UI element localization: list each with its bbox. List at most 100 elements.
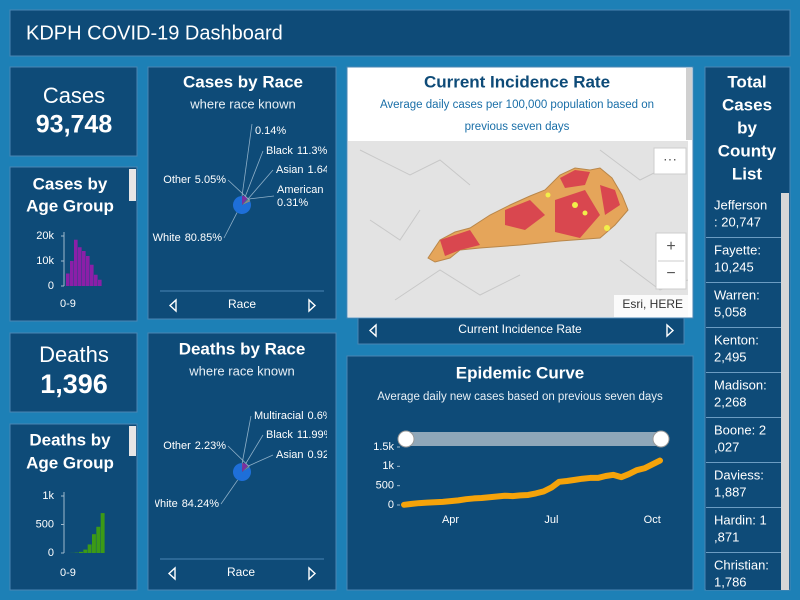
leader-line bbox=[244, 150, 264, 197]
list-title: by bbox=[737, 118, 757, 137]
list-item-text: Hardin: 1 bbox=[714, 512, 767, 527]
leader-line bbox=[220, 479, 239, 505]
bar bbox=[100, 513, 105, 553]
nav-label[interactable]: Current Incidence Rate bbox=[458, 322, 582, 336]
slider-handle[interactable] bbox=[652, 430, 670, 448]
slice-label: Asian 0.92% bbox=[276, 449, 339, 461]
slice-value: 0.92% bbox=[308, 449, 339, 461]
next-button[interactable] bbox=[308, 566, 317, 581]
scrollbar[interactable] bbox=[686, 68, 692, 140]
panel-title: Age Group bbox=[26, 196, 114, 215]
leader-line bbox=[248, 454, 274, 467]
map-region bbox=[560, 170, 590, 188]
zoom-out[interactable]: − bbox=[666, 265, 675, 282]
list-item-text: 1,887 bbox=[714, 484, 747, 499]
slice-label: Black 11.3% bbox=[266, 145, 327, 157]
leader-line bbox=[223, 212, 238, 239]
prev-button[interactable] bbox=[167, 566, 176, 581]
map-region bbox=[600, 185, 620, 215]
slice-label: Multiracial 0.6% bbox=[254, 410, 333, 422]
scrollbar[interactable] bbox=[129, 426, 136, 456]
list-item[interactable] bbox=[706, 238, 781, 282]
panel-title: Deaths by bbox=[29, 430, 111, 449]
slider-handle[interactable] bbox=[397, 430, 415, 448]
list-item[interactable] bbox=[706, 193, 781, 237]
slice-value: 0.14% bbox=[255, 125, 286, 137]
bar bbox=[82, 251, 86, 286]
list-item[interactable] bbox=[706, 283, 781, 327]
slice-label: Other 5.05% bbox=[163, 174, 226, 186]
bar bbox=[66, 273, 70, 286]
x-tick-label: Jul bbox=[544, 514, 558, 526]
bar bbox=[79, 551, 83, 553]
list-item[interactable] bbox=[706, 553, 781, 597]
y-tick-label: 500 bbox=[376, 480, 394, 492]
y-tick-label: 0 bbox=[388, 499, 394, 511]
panel-title: Cases by Race bbox=[183, 72, 303, 91]
bar bbox=[92, 534, 96, 553]
next-button[interactable] bbox=[308, 298, 317, 313]
deaths-panel bbox=[9, 332, 138, 413]
map-menu-button[interactable] bbox=[653, 147, 687, 175]
panel-title: Cases by bbox=[33, 174, 108, 193]
bar bbox=[94, 274, 98, 286]
slice-value: 1.64% bbox=[308, 164, 339, 176]
slice-value: 0.31% bbox=[277, 197, 308, 209]
panel-title: Deaths by Race bbox=[179, 339, 306, 358]
list-item-text: ,027 bbox=[714, 439, 739, 454]
slice-label: Pacific Islander0.14% bbox=[255, 112, 330, 137]
list-item-text: 2,495 bbox=[714, 349, 747, 364]
map-region bbox=[555, 190, 600, 238]
panel-subtitle: where race known bbox=[189, 96, 296, 111]
map-footer bbox=[357, 317, 685, 345]
list-title: Total bbox=[727, 72, 766, 91]
range-slider[interactable] bbox=[405, 432, 662, 446]
slice-label: White 84.24% bbox=[150, 498, 220, 510]
bar bbox=[96, 526, 101, 553]
slice-name: Black bbox=[266, 429, 293, 441]
scrollbar[interactable] bbox=[129, 169, 136, 201]
map[interactable]: ··· + − Esri, HERE bbox=[348, 141, 688, 317]
slice-name: Other bbox=[163, 174, 191, 186]
y-tick-label: 500 bbox=[36, 518, 54, 530]
list-item-text: 5,058 bbox=[714, 304, 747, 319]
scrollbar[interactable] bbox=[781, 193, 789, 590]
deaths-race-panel bbox=[147, 332, 337, 591]
list-item[interactable] bbox=[706, 373, 781, 417]
cases-label: Cases bbox=[43, 83, 105, 108]
slice-label: Black 11.99% bbox=[266, 429, 334, 441]
y-tick-label: 20k bbox=[36, 230, 54, 242]
bar bbox=[70, 261, 74, 286]
map-region bbox=[604, 225, 610, 231]
prev-button[interactable] bbox=[168, 298, 177, 313]
list-item[interactable] bbox=[706, 508, 781, 552]
list-item[interactable] bbox=[706, 418, 781, 462]
slice-name: Black bbox=[266, 145, 293, 157]
slice-value: 2.23% bbox=[195, 440, 226, 452]
list-item[interactable] bbox=[706, 328, 781, 372]
list-item-text: 1,786 bbox=[714, 574, 747, 589]
list-item[interactable] bbox=[706, 463, 781, 507]
pie-slice bbox=[242, 465, 249, 472]
deaths-race-pie: Multiracial 0.6% Black 11.99% Asian 0.92% Othe… bbox=[150, 410, 339, 510]
list-title: List bbox=[732, 164, 763, 183]
map-menu-icon[interactable]: ··· bbox=[663, 151, 677, 167]
pie-slice bbox=[242, 466, 250, 472]
leader-line bbox=[248, 169, 274, 199]
map-region bbox=[582, 210, 588, 216]
nav-label[interactable]: Race bbox=[228, 297, 256, 311]
deaths-label: Deaths bbox=[39, 342, 109, 367]
y-tick-label: 1k bbox=[42, 490, 54, 502]
slice-value: 5.05% bbox=[195, 174, 226, 186]
next-button[interactable] bbox=[666, 323, 675, 338]
zoom-in[interactable]: + bbox=[666, 238, 675, 255]
list-item-text: Kenton: bbox=[714, 332, 759, 347]
prev-button[interactable] bbox=[368, 323, 377, 338]
epi-chart: 0 500 1k 1.5k Apr Jul Oct bbox=[373, 441, 663, 526]
slice-name: Other bbox=[163, 440, 191, 452]
leader-line bbox=[241, 123, 253, 197]
list-title: County bbox=[718, 141, 777, 160]
pie-slice bbox=[242, 198, 249, 205]
nav-label[interactable]: Race bbox=[227, 565, 255, 579]
